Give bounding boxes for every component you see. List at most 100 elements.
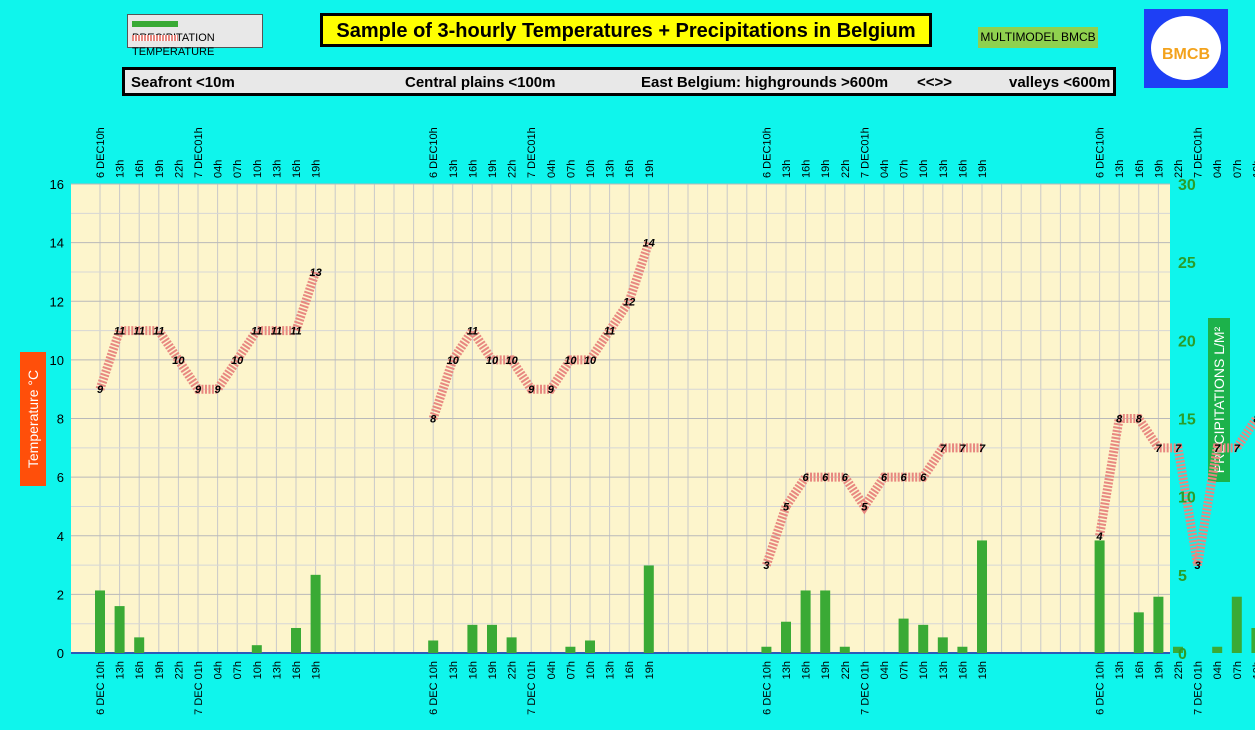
- x-tick-label-bottom: 6 DEC 10h: [95, 661, 107, 715]
- temperature-value-label: 8: [430, 414, 437, 426]
- temperature-value-label: 14: [643, 238, 655, 250]
- precipitation-bar: [487, 624, 497, 653]
- x-tick-label-bottom: 19h: [820, 661, 832, 679]
- x-tick-label-bottom: 13h: [605, 661, 617, 679]
- temperature-value-labels: 9 11 11 11 10 9 9 10 11 11 11 13 8 10 11 10 10 9 9 10 10 11 12…: [97, 238, 1255, 572]
- precipitation-bar: [781, 621, 791, 653]
- left-axis-tick: 2: [57, 587, 64, 602]
- x-tick-label-bottom: 13h: [271, 661, 283, 679]
- temperature-value-label: 9: [97, 384, 104, 396]
- x-tick-label-bottom: 07h: [899, 661, 911, 679]
- x-tick-label-bottom: 7 DEC 01h: [1193, 661, 1205, 715]
- temperature-value-label: 6: [901, 472, 908, 484]
- x-tick-label-top: 22h: [507, 160, 519, 178]
- x-tick-label-bottom: 13h: [781, 661, 793, 679]
- temperature-value-label: 12: [623, 296, 635, 308]
- left-axis-tick: 8: [57, 412, 64, 427]
- x-tick-label-top: 13h: [605, 160, 617, 178]
- x-tick-label-bottom: 13h: [1114, 661, 1126, 679]
- x-tick-label-bottom: 19h: [644, 661, 656, 679]
- precipitation-bar: [467, 624, 478, 653]
- x-tick-label-top: 04h: [879, 160, 891, 178]
- temperature-value-label: 11: [467, 326, 478, 338]
- x-tick-label-top: 13h: [938, 160, 950, 178]
- x-tick-label-top: 16h: [624, 160, 636, 178]
- right-axis-tick: 25: [1178, 255, 1196, 272]
- precipitation-bar: [134, 637, 145, 653]
- legend-temperature: TEMPERATURE: [132, 31, 262, 58]
- temperature-value-label: 10: [486, 355, 499, 367]
- precipitation-bar: [1094, 540, 1105, 653]
- x-tick-label-bottom: 16h: [134, 661, 146, 679]
- right-axis-tick: 15: [1178, 412, 1196, 429]
- temperature-line: [95, 270, 320, 394]
- precipitation-bar: [643, 565, 654, 653]
- axis-ticks: 0 2 4 6 8 10 12 14 16 0 5 10 15 20 25 30: [50, 177, 1196, 663]
- x-tick-label-bottom: 19h: [487, 661, 499, 679]
- precipitation-bar: [310, 574, 321, 653]
- x-tick-label-top: 07h: [232, 160, 244, 178]
- left-axis-tick: 0: [57, 646, 64, 661]
- x-tick-label-top: 16h: [134, 160, 146, 178]
- x-tick-label-bottom: 13h: [115, 661, 127, 679]
- x-tick-label-bottom: 04h: [213, 661, 225, 679]
- temperature-swatch: [132, 35, 178, 42]
- temperature-value-label: 10: [172, 355, 185, 367]
- temperature-value-label: 8: [1136, 414, 1143, 426]
- x-tick-label-top: 7 DEC01h: [1193, 127, 1205, 178]
- logo-text: BMCB: [1162, 46, 1210, 63]
- x-tick-label-top: 04h: [1212, 160, 1224, 178]
- precipitation-bar: [800, 590, 811, 653]
- region-seafront-label: Seafront <10m: [131, 74, 235, 91]
- x-tick-label-top: 16h: [291, 160, 303, 178]
- region-arrows-label: <<>>: [917, 74, 953, 91]
- x-tick-label-top: 16h: [801, 160, 813, 178]
- x-tick-label-bottom: 07h: [1232, 661, 1244, 679]
- temperature-value-label: 7: [1214, 443, 1221, 455]
- x-tick-label-top: 16h: [957, 160, 969, 178]
- chart-legend: PRECIPITATION TEMPERATURE: [127, 14, 263, 58]
- temperature-value-label: 10: [447, 355, 460, 367]
- temperature-value-label: 10: [505, 355, 518, 367]
- temperature-value-label: 3: [763, 560, 769, 572]
- x-tick-label-bottom: 6 DEC 10h: [761, 661, 773, 715]
- x-tick-label-top: 22h: [840, 160, 852, 178]
- right-axis-tick: 0: [1178, 646, 1187, 663]
- x-tick-label-bottom: 13h: [448, 661, 460, 679]
- x-tick-label-top: 07h: [899, 160, 911, 178]
- x-tick-label-bottom: 19h: [311, 661, 323, 679]
- precipitation-bar: [937, 637, 948, 653]
- temperature-value-label: 9: [215, 384, 222, 396]
- x-tick-label-bottom: 6 DEC 10h: [1095, 661, 1107, 715]
- left-axis-tick: 16: [50, 177, 64, 192]
- x-tick-label-top: 13h: [781, 160, 793, 178]
- left-axis-tick: 6: [57, 470, 64, 485]
- temperature-value-label: 5: [783, 501, 790, 513]
- temperature-value-label: 11: [290, 326, 301, 338]
- temperature-value-label: 8: [1253, 414, 1255, 426]
- precipitation-bar: [1133, 612, 1144, 653]
- x-tick-label-top: 13h: [271, 160, 283, 178]
- temperature-value-label: 9: [548, 384, 555, 396]
- temperature-line: [428, 241, 654, 420]
- temperature-value-label: 5: [861, 501, 868, 513]
- x-tick-label-bottom: 22h: [840, 661, 852, 679]
- x-tick-label-top: 7 DEC01h: [859, 127, 871, 178]
- temperature-value-label: 3: [1195, 560, 1201, 572]
- x-tick-label-top: 19h: [487, 160, 499, 178]
- region-header: Seafront <10m Central plains <100m East …: [122, 67, 1116, 96]
- x-tick-label-top: 6 DEC10h: [761, 127, 773, 178]
- temperature-value-label: 9: [528, 384, 535, 396]
- temperature-value-label: 11: [153, 326, 164, 338]
- precipitation-bar: [1153, 596, 1164, 653]
- temperature-lines: [95, 241, 1255, 567]
- legend-temperature-label: TEMPERATURE: [132, 46, 215, 58]
- x-tick-label-top: 7 DEC01h: [193, 127, 205, 178]
- temperature-value-label: 7: [959, 443, 966, 455]
- left-axis-title: Temperature °C: [20, 352, 46, 486]
- x-tick-label-bottom: 7 DEC 01h: [526, 661, 538, 715]
- precipitation-bar: [1212, 646, 1223, 653]
- x-tick-label-top: 04h: [546, 160, 558, 178]
- x-tick-label-bottom: 6 DEC 10h: [428, 661, 440, 715]
